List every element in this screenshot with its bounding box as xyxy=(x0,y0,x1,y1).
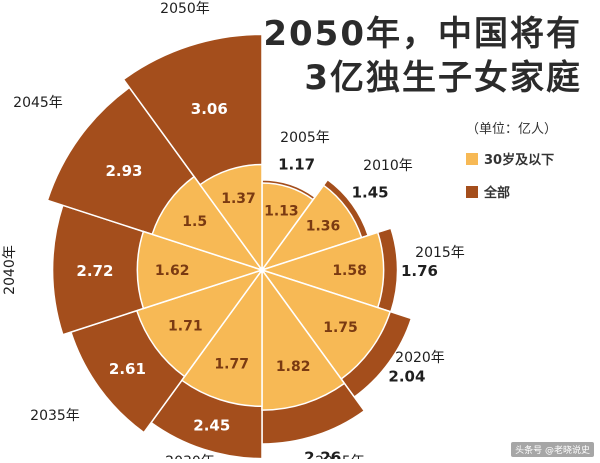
category-label-9: 2050年 xyxy=(160,1,210,17)
label-under30-7: 1.62 xyxy=(155,263,190,279)
category-label-4: 2025年 xyxy=(315,454,365,459)
category-label-3: 2020年 xyxy=(395,350,445,366)
label-under30-5: 1.77 xyxy=(214,356,249,372)
label-under30-6: 1.71 xyxy=(168,319,203,335)
label-under30-4: 1.82 xyxy=(276,359,311,375)
label-under30-1: 1.36 xyxy=(306,219,341,235)
legend-label-under-30: 30岁及以下 xyxy=(484,153,555,168)
center-dot xyxy=(259,267,265,273)
bar-under30-3 xyxy=(260,268,392,381)
label-all-3: 2.04 xyxy=(388,367,425,385)
category-label-6: 2035年 xyxy=(30,408,80,424)
bar-under30-9 xyxy=(198,163,263,273)
chart-title-line-2: 3亿独生子女家庭 xyxy=(304,58,582,98)
bar-under30-7 xyxy=(136,230,265,310)
label-under30-3: 1.75 xyxy=(323,320,358,336)
watermark: 头条号 @老晓说史 xyxy=(511,442,594,457)
label-all-1: 1.45 xyxy=(352,183,389,201)
label-under30-0: 1.13 xyxy=(264,203,299,219)
bar-under30-8 xyxy=(151,175,264,272)
label-all-7: 2.72 xyxy=(76,262,113,280)
category-label-8: 2045年 xyxy=(13,95,63,111)
category-label-1: 2010年 xyxy=(363,158,413,174)
bar-under30-5 xyxy=(180,267,263,408)
label-under30-2: 1.58 xyxy=(332,263,367,279)
legend-item-under-30: 30岁及以下 xyxy=(466,149,557,168)
label-all-2: 1.76 xyxy=(401,262,438,280)
unit-label: （单位：亿人） xyxy=(466,122,558,137)
legend-swatch-all xyxy=(466,185,478,198)
legend-item-all: 全部 xyxy=(466,182,557,201)
label-all-5: 2.45 xyxy=(193,417,230,435)
bar-under30-4 xyxy=(261,267,346,411)
legend-swatch-under-30 xyxy=(466,152,478,165)
label-all-9: 3.06 xyxy=(191,100,228,118)
label-under30-9: 1.37 xyxy=(221,191,256,207)
legend: （单位：亿人） 30岁及以下 全部 xyxy=(466,118,557,215)
label-all-0: 1.17 xyxy=(278,155,315,173)
label-all-6: 2.61 xyxy=(109,360,146,378)
label-under30-8: 1.5 xyxy=(182,214,207,230)
category-label-2: 2015年 xyxy=(415,245,465,261)
chart-title-line-1: 2050年，中国将有 xyxy=(263,14,582,54)
category-label-5: 2030年 xyxy=(165,454,215,459)
legend-label-all: 全部 xyxy=(484,186,511,201)
bar-under30-6 xyxy=(135,268,264,378)
category-label-7: 2040年 xyxy=(2,245,18,295)
category-label-0: 2005年 xyxy=(280,130,330,146)
label-all-8: 2.93 xyxy=(105,162,142,180)
bar-under30-2 xyxy=(259,231,385,309)
